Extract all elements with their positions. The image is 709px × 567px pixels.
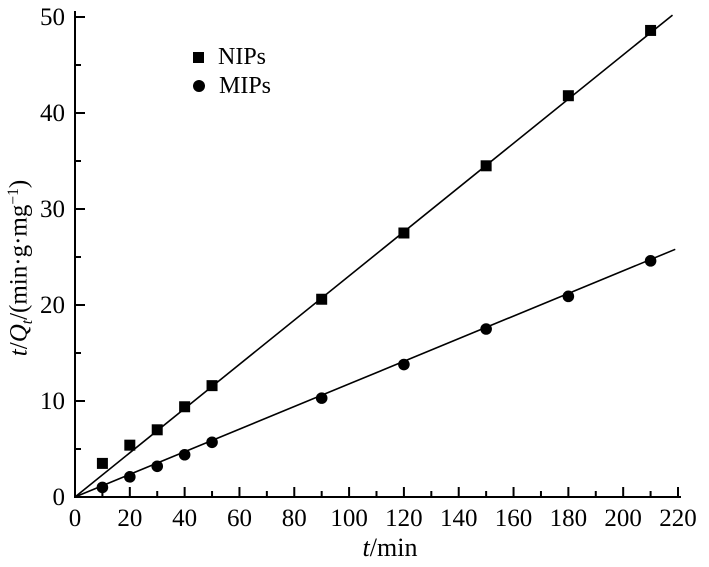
x-tick-label: 220 (659, 505, 697, 532)
y-tick-label: 10 (40, 388, 65, 415)
y-tick-label: 0 (53, 484, 66, 511)
x-tick-label: 80 (282, 505, 307, 532)
label-fragment: Q (5, 324, 33, 343)
label-fragment: −1 (5, 188, 23, 205)
label-fragment: t (5, 349, 33, 357)
x-tick-label: 100 (330, 505, 368, 532)
fit-line-nips (74, 14, 674, 498)
nips-data-point (96, 457, 108, 469)
x-tick-label: 160 (495, 505, 533, 532)
y-axis-label: t/Qt/(min·g·mg−1) (5, 180, 37, 356)
mips-data-point (480, 323, 492, 335)
nips-square-marker-icon (193, 51, 204, 63)
x-tick-label: 180 (550, 505, 588, 532)
nips-data-point (151, 424, 163, 436)
nips-data-point (645, 24, 657, 36)
legend-label-mips: MIPs (219, 73, 272, 99)
chart-legend: NIPs MIPs (193, 44, 271, 99)
nips-data-point (562, 90, 574, 102)
nips-data-point (206, 380, 218, 392)
nips-data-point (179, 401, 191, 413)
nips-data-point (124, 439, 136, 451)
mips-data-point (151, 460, 164, 473)
label-fragment: t (362, 533, 370, 562)
mips-data-point (178, 448, 191, 461)
label-fragment: /(min·g·mg (5, 204, 33, 320)
y-tick-label: 40 (40, 100, 65, 127)
nips-data-point (316, 293, 328, 305)
mips-data-point (96, 481, 109, 494)
x-tick-label: 20 (117, 505, 142, 532)
fit-line-mips (74, 248, 676, 498)
label-fragment: / (5, 342, 33, 350)
label-fragment: /min (369, 533, 418, 562)
y-tick-label: 20 (40, 292, 65, 319)
legend-item-nips: NIPs (193, 44, 271, 70)
mips-circle-marker-icon (193, 80, 205, 92)
mips-data-point (124, 471, 136, 483)
x-tick-label: 60 (227, 505, 252, 532)
x-tick-label: 0 (69, 505, 82, 532)
label-fragment: t (18, 319, 36, 325)
legend-item-mips: MIPs (193, 73, 271, 99)
y-tick-label: 50 (40, 4, 65, 31)
y-tick-label: 30 (40, 196, 65, 223)
mips-data-point (315, 392, 328, 404)
mips-data-point (398, 358, 410, 371)
mips-data-point (562, 290, 575, 303)
nips-data-point (398, 227, 410, 239)
x-tick-label: 140 (440, 505, 478, 532)
x-tick-label: 40 (172, 505, 197, 532)
nips-data-point (480, 160, 492, 172)
mips-data-point (206, 436, 218, 449)
legend-label-nips: NIPs (218, 44, 267, 70)
x-axis-label: t/min (363, 533, 418, 563)
mips-data-point (644, 255, 657, 267)
label-fragment: ) (5, 179, 33, 189)
x-tick-label: 200 (604, 505, 642, 532)
x-tick-label: 120 (385, 505, 423, 532)
